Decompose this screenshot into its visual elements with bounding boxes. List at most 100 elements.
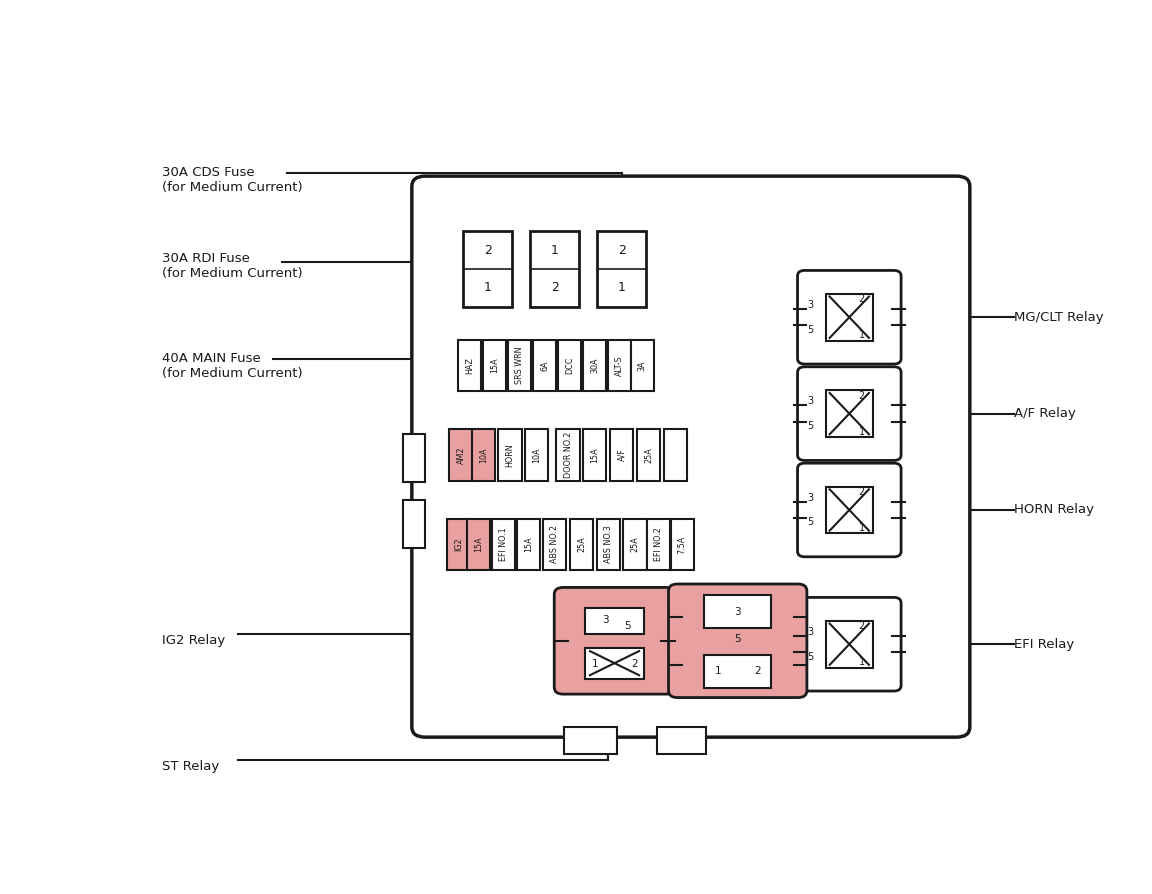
Text: ST Relay: ST Relay [161,760,219,773]
Text: 5: 5 [806,518,813,527]
Text: 2: 2 [631,659,637,670]
Text: EFI Relay: EFI Relay [1015,637,1075,651]
Bar [499,429,522,481]
Text: IG2 Relay: IG2 Relay [161,634,225,647]
Text: 3: 3 [602,615,609,625]
Bar [664,429,687,481]
Bar [556,429,579,481]
Text: DOOR NO.2: DOOR NO.2 [563,432,573,478]
Bar [611,429,634,481]
Text: ALT-S: ALT-S [615,355,624,375]
Text: EFI NO.2: EFI NO.2 [653,527,662,561]
Text: 25A: 25A [644,447,653,463]
Text: 2: 2 [858,621,865,631]
Text: 5: 5 [734,635,741,645]
Bar [525,429,548,481]
Text: HAZ: HAZ [465,357,475,374]
Bar [585,608,644,634]
Text: 1: 1 [858,330,865,340]
Text: AM2: AM2 [456,446,465,464]
Text: 3: 3 [806,299,813,310]
Text: HORN: HORN [506,443,515,467]
Text: 3: 3 [806,493,813,502]
Bar [826,620,872,668]
Bar [458,340,482,392]
Text: 3: 3 [734,607,741,617]
Bar [570,519,593,570]
Text: A/F: A/F [617,449,627,461]
Text: 3: 3 [806,396,813,406]
Text: 2: 2 [484,244,492,257]
Text: 25A: 25A [630,536,639,552]
Bar [608,340,631,392]
Bar [826,486,872,534]
Text: 1: 1 [591,659,598,670]
Text: 5: 5 [624,620,631,630]
Text: 7.5A: 7.5A [677,536,687,553]
Text: 1: 1 [714,666,721,676]
Bar [826,294,872,341]
Bar [471,429,495,481]
FancyBboxPatch shape [797,597,901,691]
Text: 10A: 10A [532,447,541,463]
Bar [623,519,646,570]
Text: 1: 1 [858,657,865,667]
Text: 1: 1 [484,282,492,294]
Text: 2: 2 [755,666,760,676]
Bar [563,727,617,755]
Text: 3A: 3A [638,360,646,371]
Text: 10A: 10A [479,447,487,463]
Text: 5: 5 [806,325,813,334]
Bar [543,519,567,570]
Text: A/F Relay: A/F Relay [1015,407,1076,420]
Bar [403,434,425,483]
Text: 2: 2 [858,391,865,401]
Text: ABS NO.3: ABS NO.3 [604,526,613,563]
Text: 40A MAIN Fuse
(for Medium Current): 40A MAIN Fuse (for Medium Current) [161,351,303,380]
Bar [484,340,507,392]
Text: HORN Relay: HORN Relay [1015,503,1094,517]
Text: 30A: 30A [590,358,599,373]
Text: 5: 5 [806,421,813,431]
Text: SRS WRN: SRS WRN [515,347,524,384]
Bar [826,390,872,437]
Text: 1: 1 [551,244,559,257]
Text: 3: 3 [806,627,813,637]
FancyBboxPatch shape [554,587,675,694]
Bar [468,519,491,570]
Text: EFI NO.1: EFI NO.1 [499,527,508,561]
Bar [533,340,556,392]
Text: 2: 2 [551,282,559,294]
Text: 5: 5 [806,652,813,662]
Bar [463,232,513,307]
FancyBboxPatch shape [668,584,806,697]
Bar [583,429,606,481]
FancyBboxPatch shape [797,367,901,460]
Bar [704,595,771,628]
Text: 1: 1 [858,523,865,533]
Bar [630,340,654,392]
Bar [597,519,620,570]
Bar [403,500,425,548]
Bar [597,232,646,307]
Text: 1: 1 [617,282,626,294]
Text: 15A: 15A [475,536,484,552]
FancyBboxPatch shape [797,463,901,557]
Bar [508,340,531,392]
Bar [704,654,771,687]
Bar [583,340,606,392]
Text: 30A CDS Fuse
(for Medium Current): 30A CDS Fuse (for Medium Current) [161,165,303,194]
Bar [658,727,706,755]
Bar [670,519,694,570]
Bar [637,429,660,481]
Bar [585,647,644,679]
Text: 6A: 6A [540,360,550,371]
Text: 2: 2 [858,487,865,497]
Bar [449,429,472,481]
Text: 25A: 25A [577,536,586,552]
Bar [492,519,515,570]
Bar [447,519,470,570]
Text: 15A: 15A [524,536,533,552]
Text: ABS NO.2: ABS NO.2 [551,526,559,563]
Text: 15A: 15A [590,447,599,463]
